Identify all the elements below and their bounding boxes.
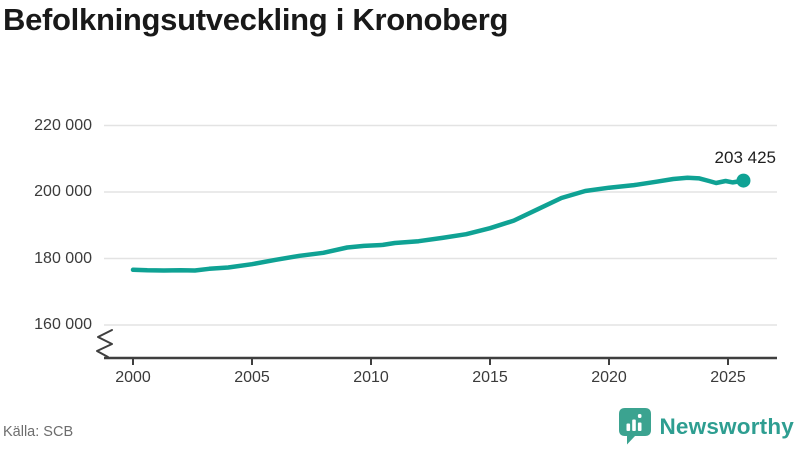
last-value-label: 203 425: [714, 148, 776, 167]
population-line: [130, 175, 746, 273]
x-tick-label: 2025: [710, 369, 746, 386]
brand-name: Newsworthy: [659, 413, 794, 439]
newsworthy-logo: Newsworthy: [619, 408, 794, 445]
x-tick-label: 2020: [591, 369, 627, 386]
last-point-marker: [736, 173, 751, 188]
y-axis-break-icon: [96, 329, 113, 358]
x-tick-label: 2005: [234, 369, 270, 386]
x-tick-label: 2010: [353, 369, 389, 386]
y-tick-label: 180 000: [34, 249, 92, 267]
speech-bubble-bar-chart-icon: [619, 408, 652, 445]
y-tick-label: 200 000: [34, 183, 92, 200]
x-tick-label: 2000: [115, 369, 151, 386]
y-tick-label: 220 000: [34, 116, 92, 134]
source-label: Källa: SCB: [3, 424, 74, 440]
chart-title: Befolkningsutveckling i Kronoberg: [3, 2, 509, 37]
x-tick-label: 2015: [472, 369, 508, 386]
y-tick-label: 160 000: [34, 316, 92, 333]
